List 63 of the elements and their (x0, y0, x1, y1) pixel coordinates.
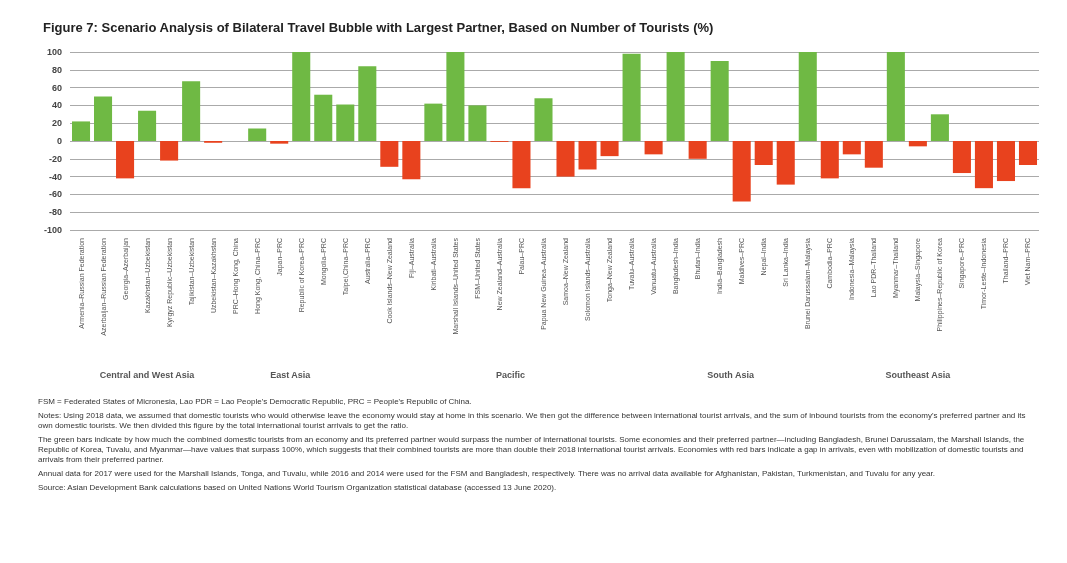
bar (248, 128, 267, 141)
bar (754, 141, 773, 166)
bar (600, 141, 619, 157)
bar (776, 141, 795, 185)
bar (138, 110, 157, 141)
bar (732, 141, 751, 202)
bar (644, 141, 663, 155)
bar (116, 141, 135, 179)
text: South Asia (707, 369, 756, 380)
bar (666, 52, 685, 141)
bar (336, 104, 355, 141)
y-tick-label: 60 (51, 82, 62, 93)
chart-title: Figure 7: Scenario Analysis of Bilateral Travel Bubble with Largest Partner, Based on Number of Tourists (%) (43, 20, 714, 35)
bar (534, 98, 553, 141)
y-tick-label: -40 (48, 171, 62, 182)
text: Pacific (495, 369, 525, 380)
bar (160, 141, 179, 161)
bar (842, 141, 861, 155)
bar (512, 141, 531, 189)
text: FSM = Federated States of Micronesia, Lao PDR = Lao People's Democratic Republic, PRC = People's Republic of China. (38, 397, 473, 407)
text: Central and West Asia (99, 369, 196, 380)
source-note: Source: Asian Development Bank calculations based on United Nations World Tourism Organization statistical database (accessed 13 June 2020). (38, 483, 558, 493)
y-tick-label: -60 (48, 189, 62, 200)
bar (578, 141, 597, 170)
bar (996, 141, 1015, 182)
bar (908, 141, 927, 147)
bar (358, 66, 377, 141)
bar (182, 81, 201, 141)
bar (402, 141, 421, 180)
bar (1018, 141, 1038, 166)
bar (94, 96, 113, 141)
bar (930, 114, 949, 141)
bar (424, 103, 443, 141)
text: East Asia (270, 369, 312, 380)
bar (380, 141, 399, 167)
y-tick-label: 40 (51, 100, 62, 111)
bar (314, 94, 333, 141)
bar (71, 121, 91, 141)
bar (952, 141, 971, 174)
bar (556, 141, 575, 177)
bar (622, 53, 641, 141)
text: Southeast Asia (885, 369, 952, 380)
bar (292, 52, 311, 141)
bar (710, 60, 729, 141)
y-tick-label: 100 (46, 47, 62, 57)
y-tick-label: 20 (51, 118, 62, 129)
bar (886, 52, 905, 141)
bar (270, 141, 289, 144)
text: The green bars indicate by how much the combined domestic tourists from an economy and its preferred partner would surpass the number of international tourists. Some economies and their preferred partner—including Bangladesh, Brunei Darussalam, the Marshall Islands, the Republic of Korea, Tuvalu, and Myanmar—have values that surpass 100%, which suggests that their combined tourists are more than double their 2018 international tourist arrivals. Economies with red bars indicate a gap in arrivals, even with mobilization of domestic tourists and arrivals from their preferred partner. (38, 435, 1026, 465)
y-tick-label: -100 (43, 225, 62, 235)
bar (798, 52, 817, 141)
y-tick-label: 0 (56, 136, 62, 146)
y-tick-label: -20 (48, 153, 62, 164)
text: Annual data for 2017 were used for the Marshall Islands, Tonga, and Tuvalu, while 2016 and 2014 were used for the FSM and Bangladesh, respectively. There was no arrival data available for Afghanistan, Pakistan, Turkmenistan, and Tuvalu for any year. (38, 469, 936, 479)
y-tick-label: 80 (51, 64, 62, 75)
y-tick-label: -80 (48, 207, 62, 218)
bar (974, 141, 993, 189)
bar (820, 141, 839, 179)
bar (468, 105, 487, 141)
bar (688, 141, 707, 159)
bar (864, 141, 883, 168)
bar (446, 52, 465, 141)
text: Notes: Using 2018 data, we assumed that domestic tourists who would otherwise leave the economy would stay at home in this scenario. We then got the difference between international tourist arrivals, and the sum of inbound tourists from the economy's preferred partner and its own domestic tourists. We then divided this figure by the total international tourist arrivals to get the ratio. (38, 411, 1027, 431)
